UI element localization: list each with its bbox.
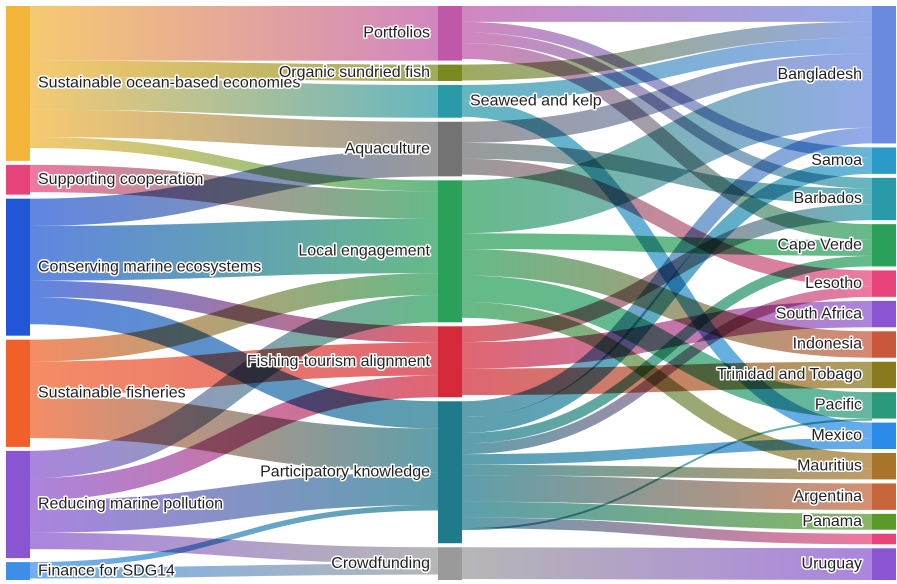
label-cme: Conserving marine ecosystems (38, 258, 261, 275)
label-mau: Mauritius (797, 457, 862, 474)
node-le (438, 180, 462, 323)
link-pk-to-pan (461, 501, 873, 530)
link-fta-to-tt (461, 361, 873, 396)
node-pac (872, 392, 896, 419)
link-soe-to-aq (29, 109, 439, 150)
label-soe: Sustainable ocean-based economies (38, 75, 300, 92)
label-uru: Uruguay (802, 555, 862, 572)
label-pk: Participatory knowledge (260, 463, 430, 480)
node-pan (872, 513, 896, 530)
link-le-to-bd (461, 74, 873, 234)
link-pk-to-les (461, 286, 873, 455)
node-sf (6, 339, 30, 447)
link-pk-to-arg (461, 475, 873, 510)
node-fta (438, 326, 462, 398)
node-cf (438, 547, 462, 580)
link-pk-to-pac (461, 418, 873, 531)
label-sam: Samoa (811, 152, 862, 169)
node-mau (872, 453, 896, 480)
node-port (438, 6, 462, 61)
sankey-links (29, 5, 873, 581)
node-tt (872, 361, 896, 389)
link-osf-to-bd (461, 21, 873, 81)
label-le: Local engagement (298, 243, 430, 260)
node-za (872, 300, 896, 328)
link-fta-to-za (461, 300, 873, 369)
link-sk-to-bd (461, 37, 873, 101)
link-pk-to-bd (461, 127, 873, 418)
link-cme-to-le (29, 218, 439, 281)
sankey-nodes (6, 6, 896, 580)
link-rmp-to-fta (29, 375, 439, 501)
link-fin-to-pk (29, 505, 439, 568)
label-pan: Panama (802, 513, 862, 530)
node-mex (872, 422, 896, 449)
label-osf: Organic sundried fish (279, 64, 430, 81)
node-uru (872, 548, 896, 580)
label-sk: Seaweed and kelp (470, 93, 602, 110)
link-le-to-cv (461, 233, 873, 256)
label-fin: Finance for SDG14 (38, 562, 175, 579)
link-sf-to-le (29, 273, 439, 362)
label-mex: Mexico (811, 427, 862, 444)
label-bangladesh: Bangladesh (777, 66, 862, 83)
label-bb: Barbados (794, 190, 863, 207)
node-aq (438, 121, 462, 177)
link-aq-to-bd (461, 53, 873, 143)
link-rmp-to-le (29, 295, 439, 479)
link-fin-to-cf (29, 563, 439, 579)
label-rmp: Reducing marine pollution (38, 496, 223, 513)
link-rmp-to-pk (29, 472, 439, 533)
link-pk-to-mau (461, 464, 873, 480)
link-rmp-to-cf (29, 532, 439, 564)
label-cv: Cape Verde (777, 237, 862, 254)
link-pk-to-mex (461, 438, 873, 465)
label-port: Portfolios (363, 25, 430, 42)
node-sam (872, 147, 896, 174)
node-rmp (6, 450, 30, 559)
node-cv (872, 224, 896, 267)
label-arg: Argentina (794, 488, 863, 505)
link-pk-to-cv (461, 255, 873, 444)
node-les (872, 270, 896, 297)
node-bd (872, 6, 896, 144)
label-fta: Fishing-tourism alignment (247, 353, 431, 370)
node-cme (6, 198, 30, 336)
sankey-labels: Sustainable ocean-based economies Support… (37, 23, 864, 581)
label-ind: Indonesia (793, 336, 862, 353)
link-soe-to-sk (29, 76, 439, 118)
label-cf: Crowdfunding (331, 555, 430, 572)
label-aq: Aquaculture (345, 140, 430, 157)
node-sk (438, 84, 462, 118)
label-sf: Sustainable fisheries (38, 385, 186, 402)
node-sc (6, 164, 30, 195)
link-cf-to-uru (461, 547, 873, 581)
node-bb (872, 177, 896, 221)
link-sf-to-fta (29, 342, 439, 395)
link-cme-to-aq (29, 149, 439, 226)
link-soe-to-osf (29, 60, 439, 81)
label-sc: Supporting cooperation (38, 171, 203, 188)
node-pk (438, 401, 462, 544)
node-fin (6, 562, 30, 580)
node-x1 (872, 533, 896, 545)
node-ind (872, 331, 896, 358)
label-les: Lesotho (805, 275, 862, 292)
node-soe (6, 6, 30, 161)
label-tt: Trinidad and Tobago (717, 366, 862, 383)
label-za: South Africa (776, 305, 862, 322)
node-arg (872, 483, 896, 510)
link-soe-to-le (29, 137, 439, 192)
label-pac: Pacific (815, 397, 862, 414)
link-pk-to-sam (461, 158, 873, 433)
node-osf (438, 64, 462, 81)
